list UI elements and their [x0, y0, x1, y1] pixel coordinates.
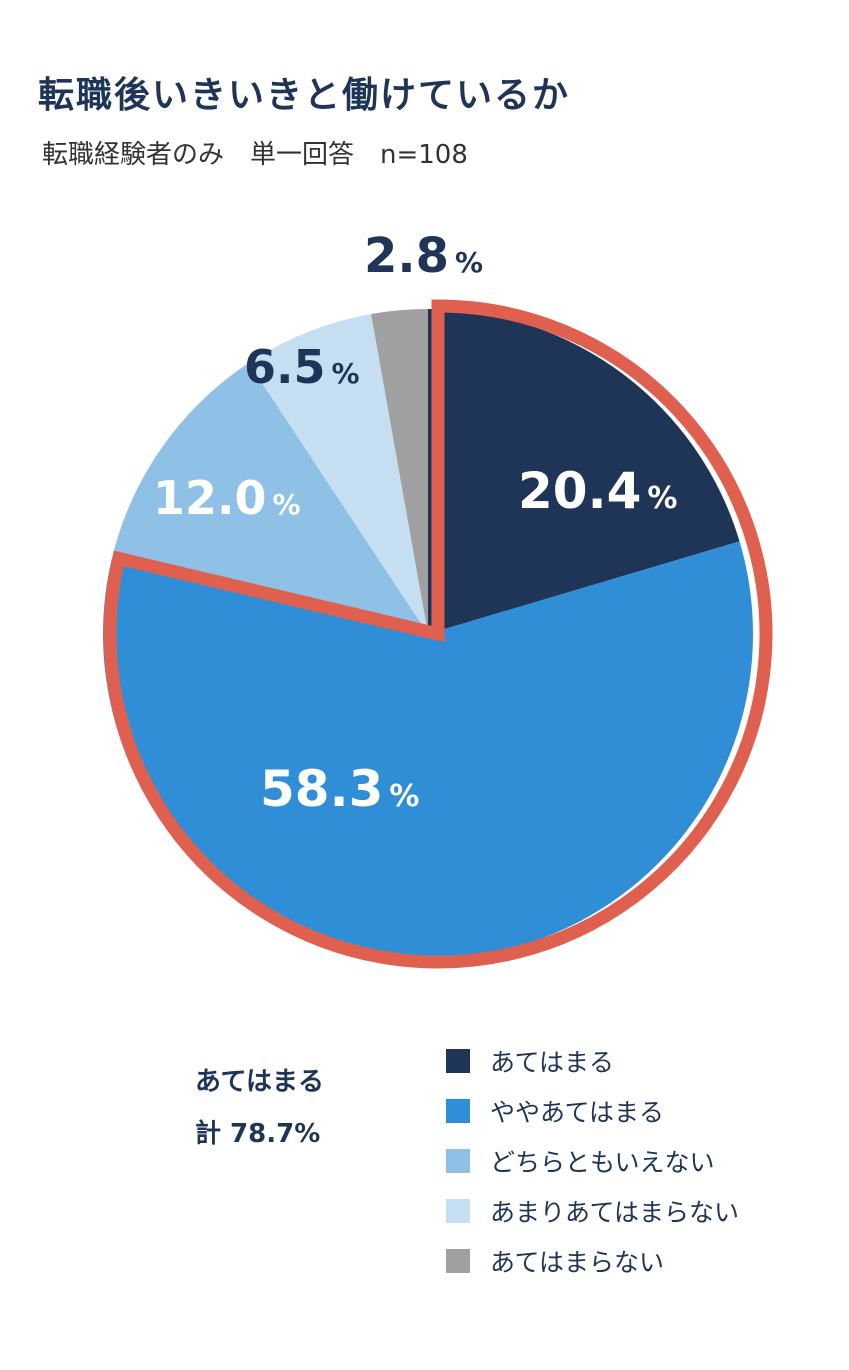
data-label: 6.5% [244, 340, 360, 394]
data-label: 20.4% [518, 462, 677, 520]
data-label: 58.3% [260, 760, 419, 818]
legend-swatch [446, 1149, 470, 1173]
total-annotation: あてはまる 計 78.7% [195, 1056, 324, 1160]
chart-title: 転職後いきいきと働けているか [38, 75, 571, 116]
chart-subtitle: 転職経験者のみ 単一回答 n=108 [42, 140, 468, 170]
pie-slice [248, 314, 428, 634]
data-label: 2.8% [364, 228, 483, 284]
legend-swatch [446, 1199, 470, 1223]
legend: あてはまる ややあてはまる どちらともいえない あまりあてはまらない あてはまら… [446, 1036, 739, 1286]
pie-chart: 20.4 % 58.3 % 12.0 % 6.5 % 2.8% [103, 228, 773, 969]
legend-label: あまりあてはまらない [490, 1198, 740, 1227]
legend-item: ややあてはまる [446, 1086, 739, 1136]
legend-label: ややあてはまる [490, 1098, 665, 1127]
legend-swatch [446, 1099, 470, 1123]
pie-slice [103, 541, 753, 959]
data-label: 12.0% [153, 471, 301, 525]
pie-slice [111, 362, 428, 634]
legend-item: あてはまらない [446, 1236, 739, 1286]
pie-slice [371, 309, 428, 634]
total-label: あてはまる [195, 1067, 324, 1097]
legend-item: あまりあてはまらない [446, 1186, 739, 1236]
legend-item: どちらともいえない [446, 1136, 739, 1186]
legend-swatch [446, 1049, 470, 1073]
legend-label: あてはまらない [490, 1248, 665, 1277]
total-value: 計 78.7% [195, 1119, 321, 1149]
highlight-outline [103, 299, 773, 969]
legend-item: あてはまる [446, 1036, 739, 1086]
legend-label: どちらともいえない [490, 1148, 715, 1177]
legend-swatch [446, 1249, 470, 1273]
pie-slice [428, 309, 740, 634]
legend-label: あてはまる [490, 1048, 615, 1077]
